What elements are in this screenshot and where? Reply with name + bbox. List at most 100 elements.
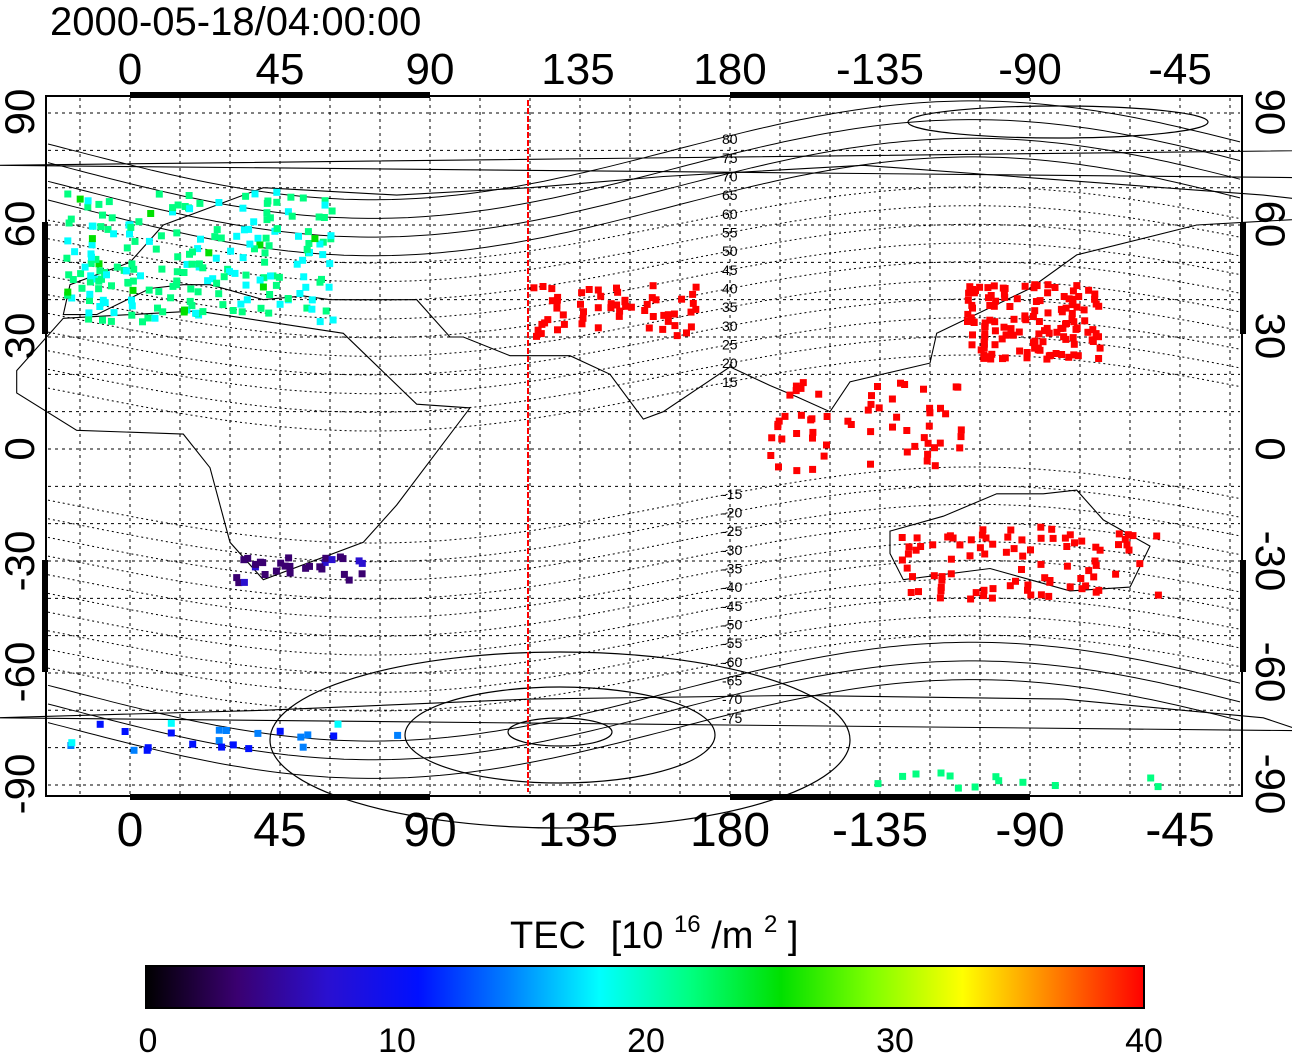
contour-label: 65 [722, 187, 738, 203]
tec-point [122, 267, 130, 275]
tec-point [998, 335, 1006, 343]
tec-point [266, 214, 274, 222]
tec-point [358, 559, 366, 567]
tec-point [967, 595, 975, 603]
tec-point [246, 240, 254, 248]
tec-point [792, 382, 800, 390]
tec-point [875, 404, 883, 412]
tec-point [775, 463, 782, 471]
tec-point [898, 556, 906, 564]
tec-point [969, 331, 976, 339]
tec-point [999, 284, 1007, 292]
axis-tick-label: 0 [117, 804, 144, 857]
contour-labels: 80 75 70 65 60 55 50 45 40 35 30 25 20 15 -15 -20 -25 -30… [722, 131, 742, 726]
tec-point [328, 207, 336, 215]
tec-point [254, 729, 262, 737]
tec-point [1092, 543, 1100, 551]
tec-point [987, 355, 995, 363]
tec-point [1037, 523, 1045, 531]
tec-point [180, 269, 188, 276]
tec-point [276, 300, 284, 308]
contour-label: 45 [722, 262, 738, 278]
tec-point [145, 286, 153, 294]
tec-point [67, 215, 75, 223]
tec-point [135, 218, 143, 226]
tec-point [1001, 354, 1009, 362]
tec-point [145, 237, 153, 245]
tec-point [173, 229, 181, 237]
tec-point [991, 327, 999, 335]
tec-point [641, 307, 649, 314]
tec-point [251, 190, 259, 198]
tec-point [1027, 591, 1035, 599]
tec-point [273, 198, 281, 206]
tec-point [229, 307, 237, 314]
axis-tick-label: 30 [0, 313, 43, 360]
axis-tick-label: 60 [1247, 201, 1292, 248]
contour-label: 60 [722, 206, 738, 222]
tec-point [986, 316, 994, 324]
tec-point [84, 203, 92, 211]
tec-point [913, 534, 921, 542]
tec-point [263, 209, 271, 217]
tec-point [664, 311, 672, 319]
tec-point [1065, 295, 1073, 303]
tec-point [980, 586, 988, 594]
contour-label: -45 [722, 598, 742, 614]
tec-point [88, 253, 95, 261]
tec-point [65, 271, 73, 279]
tec-point [1029, 313, 1037, 320]
tec-point [1074, 352, 1082, 360]
tec-point [964, 310, 972, 318]
tec-point [1070, 340, 1078, 348]
tec-point [254, 234, 262, 242]
tec-point [394, 731, 402, 739]
tec-point [322, 307, 330, 315]
tec-point [306, 562, 313, 570]
tec-point [981, 330, 989, 338]
tec-point [266, 291, 274, 298]
tec-point [1045, 592, 1053, 600]
tec-point [1063, 543, 1071, 550]
tec-point [553, 301, 561, 309]
tec-point [867, 400, 875, 408]
tec-point [1096, 546, 1104, 554]
tec-point [1023, 354, 1031, 362]
tec-point [327, 232, 335, 240]
tec-point [96, 720, 104, 728]
tec-point [1090, 573, 1098, 581]
tec-point [1115, 530, 1123, 538]
tec-point [220, 273, 228, 281]
tec-point [957, 433, 965, 441]
tec-point [215, 290, 223, 298]
contour-label: 55 [722, 224, 738, 240]
tec-point [189, 248, 196, 256]
tec-point [243, 296, 251, 304]
tec-point [1115, 541, 1122, 549]
tec-point [889, 423, 896, 431]
tec-point [968, 301, 976, 309]
tec-point [990, 302, 998, 310]
tec-point [1089, 326, 1097, 334]
contour-label: -75 [722, 710, 742, 726]
tec-point [942, 410, 950, 418]
tec-point [121, 728, 129, 735]
tec-point [897, 379, 904, 387]
tec-point [105, 198, 113, 206]
tec-point [252, 560, 260, 568]
tec-point [185, 192, 193, 199]
colorbar-tick-label: 30 [876, 1022, 914, 1057]
tec-point [197, 235, 204, 243]
colorbar-title-prefix: TEC [510, 915, 586, 957]
tec-point [68, 294, 76, 302]
axis-tick-label: 45 [253, 804, 306, 857]
tec-point [957, 426, 965, 434]
tec-point [968, 341, 976, 349]
tec-point [299, 256, 307, 264]
tec-point [864, 406, 872, 414]
tec-point [285, 554, 293, 562]
tec-point [345, 576, 353, 584]
tec-point [96, 303, 104, 310]
tec-point [687, 308, 695, 316]
tec-point [300, 273, 308, 281]
